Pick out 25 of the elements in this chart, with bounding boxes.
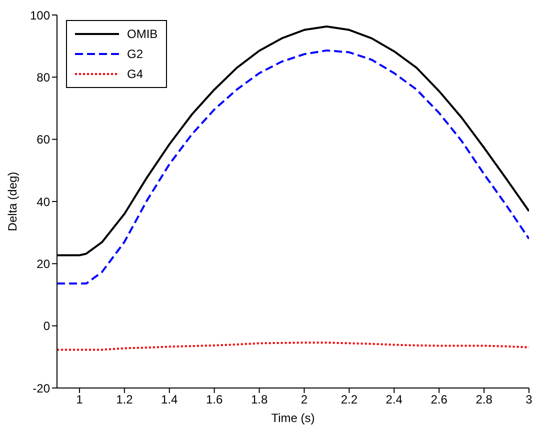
line-series (57, 342, 529, 351)
x-tick-label: 1.6 (206, 392, 223, 407)
x-tick-label: 2.8 (476, 392, 493, 407)
legend-label: G4 (127, 66, 144, 83)
x-tick-label: 3 (526, 392, 533, 407)
x-tick-label: 1 (76, 392, 84, 407)
x-axis-title: Time (s) (271, 411, 315, 425)
y-tick-label: -20 (32, 381, 50, 396)
x-tick-label: 1.2 (116, 392, 134, 407)
y-tick-label: 20 (36, 256, 50, 271)
x-tick-label: 1.4 (161, 392, 178, 407)
y-tick-label: 40 (36, 194, 50, 209)
x-tick-label: 1.8 (250, 392, 268, 407)
legend-label: G2 (127, 46, 144, 63)
x-tick-label: 2.6 (430, 392, 448, 407)
y-axis-title: Delta (deg) (5, 172, 20, 232)
y-tick-label: 80 (36, 70, 50, 84)
y-tick-label: 100 (30, 8, 50, 22)
legend-label: OMIB (127, 26, 158, 43)
x-tick-label: 2.2 (340, 392, 358, 407)
y-tick-label: 60 (36, 132, 50, 147)
x-tick-label: 2 (300, 392, 308, 407)
line-series (57, 49, 529, 285)
y-tick-label: 0 (43, 319, 50, 334)
x-tick-label: 2.4 (386, 392, 403, 407)
